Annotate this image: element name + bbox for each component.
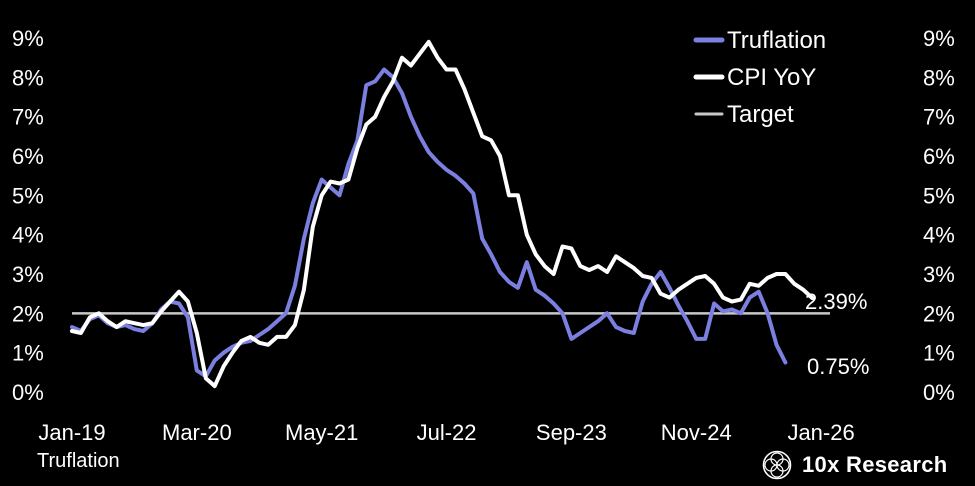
- x-tick-4: Sep-23: [536, 420, 607, 445]
- legend-label-cpi: CPI YoY: [727, 64, 816, 91]
- x-tick-0: Jan-19: [38, 420, 105, 445]
- y-tick-left-0: 0%: [12, 380, 44, 405]
- y-axis-right: 0% 1% 2% 3% 4% 5% 6% 7% 8% 9%: [923, 26, 955, 405]
- y-tick-right-4: 4%: [923, 223, 955, 248]
- series-line-truflation: [70, 67, 788, 379]
- y-tick-left-8: 8%: [12, 65, 44, 90]
- y-axis-left: 0% 1% 2% 3% 4% 5% 6% 7% 8% 9%: [12, 26, 44, 405]
- brand-name: 10x Research: [802, 452, 948, 477]
- series-line-cpi: [70, 39, 815, 389]
- x-axis: Jan-19 Mar-20 May-21 Jul-22 Sep-23 Nov-24 Jan-…: [38, 420, 854, 445]
- x-tick-3: Jul-22: [417, 420, 477, 445]
- y-tick-left-5: 5%: [12, 183, 44, 208]
- y-tick-left-6: 6%: [12, 144, 44, 169]
- y-tick-right-2: 2%: [923, 301, 955, 326]
- y-tick-left-7: 7%: [12, 105, 44, 130]
- y-tick-right-6: 6%: [923, 144, 955, 169]
- y-tick-right-0: 0%: [923, 380, 955, 405]
- y-tick-left-3: 3%: [12, 262, 44, 287]
- interlaced-circles-logo-icon: [762, 450, 792, 480]
- legend: Truflation CPI YoY Target: [693, 27, 826, 128]
- x-tick-5: Nov-24: [661, 420, 732, 445]
- end-label-truflation: 0.75%: [807, 354, 869, 379]
- y-tick-left-2: 2%: [12, 301, 44, 326]
- x-tick-6: Jan-26: [787, 420, 854, 445]
- y-tick-left-1: 1%: [12, 341, 44, 366]
- y-tick-right-8: 8%: [923, 65, 955, 90]
- brand: 10x Research: [762, 450, 947, 480]
- y-tick-right-5: 5%: [923, 183, 955, 208]
- x-tick-2: May-21: [285, 420, 358, 445]
- y-tick-left-9: 9%: [12, 26, 44, 51]
- legend-label-target: Target: [727, 101, 794, 128]
- y-tick-left-4: 4%: [12, 223, 44, 248]
- y-tick-right-9: 9%: [923, 26, 955, 51]
- x-tick-1: Mar-20: [162, 420, 232, 445]
- series-layer: [70, 39, 830, 389]
- y-tick-right-7: 7%: [923, 105, 955, 130]
- y-tick-right-3: 3%: [923, 262, 955, 287]
- end-label-cpi: 2.39%: [805, 289, 867, 314]
- legend-label-truflation: Truflation: [727, 27, 826, 54]
- y-tick-right-1: 1%: [923, 341, 955, 366]
- source-label: Truflation: [37, 450, 120, 472]
